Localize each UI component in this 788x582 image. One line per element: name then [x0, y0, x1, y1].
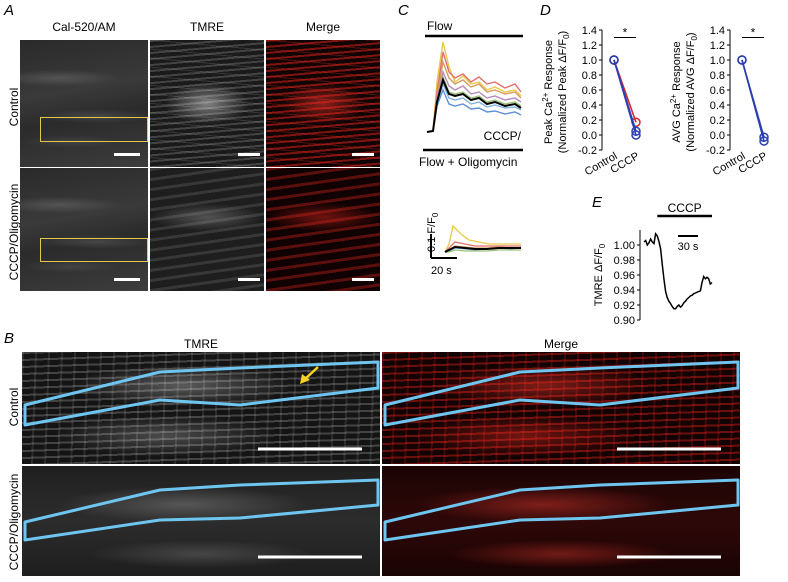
trace-control-1 [426, 41, 522, 133]
trace-cccp-2 [444, 241, 521, 253]
panel-D-label: D [540, 2, 551, 19]
panel-A-cccp-merge-scalebar [352, 278, 374, 281]
arrow-icon [300, 366, 319, 384]
panel-D-left-ylabel-line1: Peak Ca2+ Response [541, 40, 555, 144]
panel-D-left-ytick-label-1: 0.0 [582, 130, 597, 142]
panel-D-left-point-1-1 [631, 126, 641, 136]
panel-D-right-point-1-1 [759, 136, 769, 146]
panel-E-time-scale-label: 30 s [678, 241, 699, 253]
panel-D-left-ytick-label-6: 1.0 [582, 55, 597, 67]
cell-outline-B-control-tmre [23, 360, 380, 427]
panel-D-left-ytick-label-0: -0.2 [578, 145, 597, 157]
panel-E-ytick-label-5: 1.00 [614, 240, 635, 252]
panel-D-right-ylabel-line1: AVG Ca2+ Response [669, 41, 683, 142]
panel-E-ytick-label-0: 0.90 [614, 315, 635, 327]
trace-cccp-5 [445, 249, 521, 253]
panel-E-ytick-label-1: 0.92 [614, 300, 635, 312]
panel-D-right-ytick-label-1: 0.0 [710, 130, 725, 142]
panel-D-left-point-2-0 [609, 55, 619, 65]
panel-D-left-ytick-label-2: 0.2 [582, 115, 597, 127]
panel-E-ylabel: TMRE ΔF/F0 [593, 243, 607, 306]
treatment-label-line2: Flow + Oligomycin [419, 155, 517, 169]
panel-D-right-ytick-label-6: 1.0 [710, 55, 725, 67]
trace-control-3 [426, 59, 522, 133]
panel-D-right-ytick-label-2: 0.2 [710, 115, 725, 127]
panel-A-col-title-cal520: Cal-520/AM [52, 20, 116, 34]
panel-A-control-tmre-image [150, 40, 264, 167]
panel-D-left-series-line-2 [613, 59, 637, 136]
panel-D-left-ytick-label-8: 1.4 [582, 25, 597, 37]
panel-A-control-merge-image [266, 40, 380, 167]
cell-outline-B-cccp-tmre [23, 478, 380, 542]
panel-A-cccp-roi-box [40, 238, 148, 262]
panel-A-control-cal520-image [20, 40, 148, 167]
panel-D-chart-right: -0.2 0.0 0.2 0.4 0.6 0.8 1.0 1.2 1.4 AVG Ca2+ Res… [669, 25, 770, 178]
panel-D-left-point-2-1 [631, 130, 641, 140]
panel-A-control-merge-scalebar [352, 153, 374, 156]
panel-D-left-ytick-label-7: 1.2 [582, 40, 597, 52]
panel-D-right-ylabel-line2: (Normalized AVG ΔF/F0) [685, 32, 699, 151]
panel-E-ytick-label-4: 0.98 [614, 255, 635, 267]
flow-label: Flow [427, 19, 453, 33]
panel-B-col-title-merge: Merge [543, 337, 578, 351]
panel-D-right-ytick-label-4: 0.6 [710, 85, 725, 97]
cell-outline-B-control-merge [383, 360, 740, 427]
panel-D-left-ylabel-line2: (Normalized Peak ΔF/F0) [557, 31, 571, 153]
panel-B-col-title-tmre: TMRE [184, 337, 218, 351]
panel-A-control-roi-box [40, 117, 148, 142]
panel-E-ytick-label-2: 0.94 [614, 285, 635, 297]
panel-D-right-ytick-label-3: 0.4 [710, 100, 725, 112]
panel-D-chart-left: -0.2 0.0 0.2 0.4 0.6 0.8 1.0 1.2 1.4 Peak Ca2+ Re… [541, 25, 642, 178]
panel-E-trace [643, 231, 713, 310]
panel-E-chart: 0.90 0.92 0.94 0.96 0.98 1.00 TMRE ΔF/F0 CCCP 30… [593, 201, 713, 327]
panel-A-control-tmre-scalebar [238, 153, 260, 156]
panel-E-ytick-label-3: 0.96 [614, 270, 635, 282]
panel-D-right-point-1-0 [737, 55, 747, 65]
panel-A-col-title-tmre: TMRE [190, 20, 224, 34]
trace-control-2 [426, 51, 522, 133]
panel-D-left-sig-star: * [623, 26, 628, 40]
panel-D-right-ytick-label-8: 1.4 [710, 25, 725, 37]
panel-D-left-ytick-label-4: 0.6 [582, 85, 597, 97]
panel-C-traces: Flow CCCP/ Flow + Oligomycin 0.1 F/F0 20… [419, 19, 523, 277]
panel-A-cccp-cal520-scalebar [114, 278, 140, 281]
panel-A-control-cal520-scalebar [114, 153, 140, 156]
panel-A-col-title-merge: Merge [305, 20, 340, 34]
panel-A-cccp-cal520-image [20, 168, 148, 291]
panel-D-right-sig-star: * [751, 26, 756, 40]
scale-bar-x-label: 20 s [431, 265, 452, 277]
panel-E-treatment-label: CCCP [668, 201, 702, 215]
treatment-label-line1: CCCP/ [484, 129, 522, 143]
trace-control-7 [426, 88, 522, 133]
panel-D-right-series-line-1 [741, 59, 765, 142]
panel-B-label: B [4, 330, 15, 347]
scale-bar-y-label: 0.1 F/F0 [426, 212, 440, 252]
panel-D-left-ytick-label-3: 0.4 [582, 100, 597, 112]
panel-A-cccp-tmre-image [150, 168, 264, 291]
trace-cccp-1 [444, 224, 521, 253]
panel-D-left-ytick-label-5: 0.8 [582, 70, 597, 82]
panel-A-cccp-merge-image [266, 168, 380, 291]
cell-outline-B-cccp-merge [383, 478, 740, 542]
panel-D-right-point-0-1 [759, 132, 769, 142]
panel-D-right-ytick-label-7: 1.2 [710, 40, 725, 52]
panel-D-right-ytick-label-0: -0.2 [706, 145, 725, 157]
trace-control-mean [426, 76, 522, 133]
trace-cccp-mean [444, 245, 521, 253]
panel-D-right-ytick-label-5: 0.8 [710, 70, 725, 82]
panel-C-label: C [398, 2, 409, 19]
panel-A-cccp-tmre-scalebar [238, 278, 260, 281]
panel-A-label: A [4, 2, 15, 19]
panel-E-label: E [592, 194, 603, 211]
